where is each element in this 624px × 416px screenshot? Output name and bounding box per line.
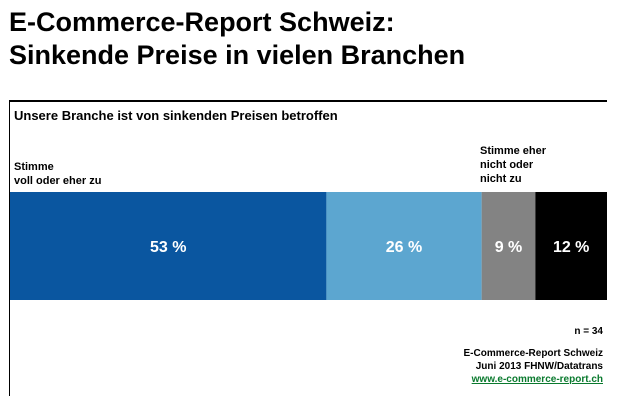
source-line-1: E-Commerce-Report Schweiz [463,348,603,359]
chart-title: Unsere Branche ist von sinkenden Preisen… [14,108,338,123]
bar-segment-label-4: 12 % [553,239,589,256]
source-line-2: Juni 2013 FHNW/Datatrans [475,361,603,372]
bar-segment-label-3: 9 % [495,239,523,256]
source-url-link[interactable]: www.e-commerce-report.ch [471,374,603,385]
source-note: E-Commerce-Report Schweiz Juni 2013 FHNW… [464,347,603,386]
category-label-disagree-line-2: nicht oder [480,159,534,171]
category-label-agree-line-2: voll oder eher zu [14,175,102,187]
category-label-disagree-line-1: Stimme eher [480,145,547,157]
title-line-1: E-Commerce-Report Schweiz: [9,7,395,37]
category-label-agree: Stimme voll oder eher zu [14,160,101,188]
chart-panel: Unsere Branche ist von sinkenden Preisen… [9,100,607,396]
category-label-agree-line-1: Stimme [14,161,54,173]
bar-segment-1 [10,192,327,300]
bar-segment-4 [535,192,607,300]
title-line-2: Sinkende Preise in vielen Branchen [9,40,466,70]
category-label-disagree: Stimme eher nicht oder nicht zu [480,144,546,186]
bar-segment-2 [326,192,482,300]
category-label-disagree-line-3: nicht zu [480,173,522,185]
stacked-bar-chart: 53 % 26 % 9 % 12 % [10,192,607,300]
bar-segment-label-1: 53 % [150,239,186,256]
sample-size: n = 34 [574,326,603,337]
bar-segment-3 [481,192,536,300]
page-title: E-Commerce-Report Schweiz: Sinkende Prei… [9,6,465,72]
bar-segment-label-2: 26 % [386,239,422,256]
